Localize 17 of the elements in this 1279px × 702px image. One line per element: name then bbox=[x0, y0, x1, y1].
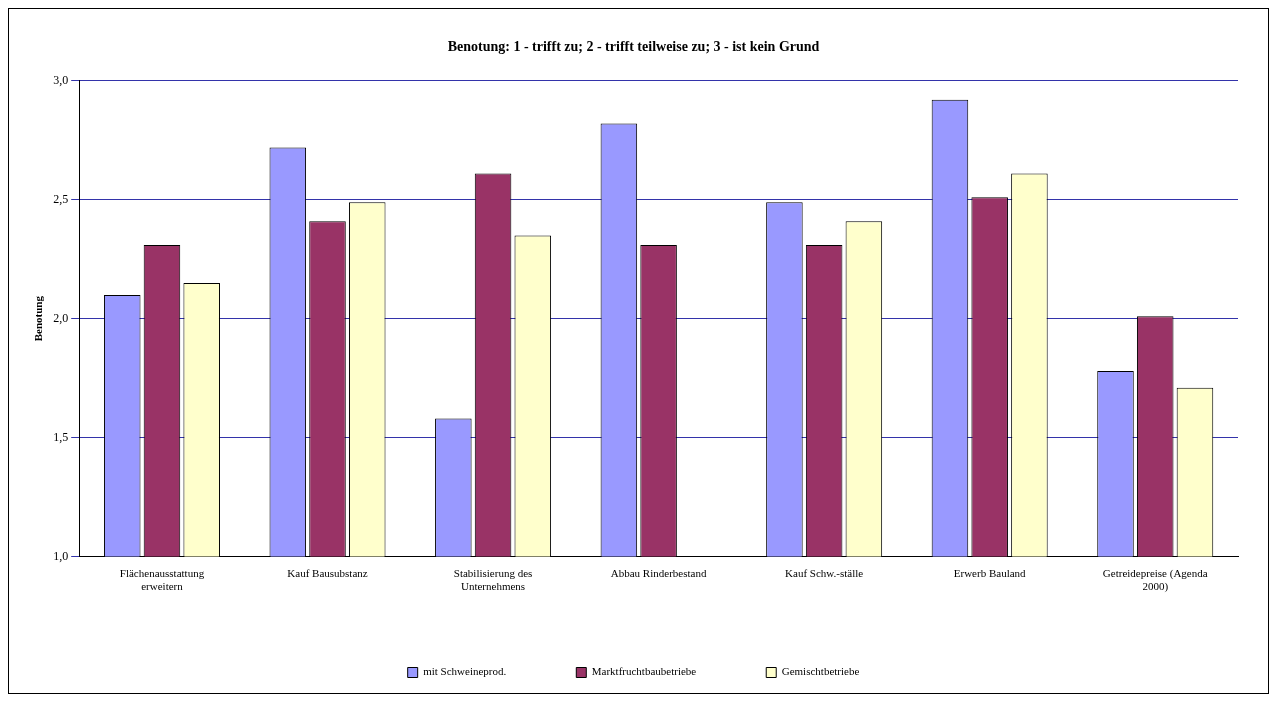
x-tick-label: Flächenausstattung erweitern bbox=[119, 567, 205, 593]
legend-label: Marktfruchtbaubetriebe bbox=[591, 665, 697, 678]
x-tick-label: Kauf Schw.-ställe bbox=[785, 567, 864, 580]
x-tick-label: Erwerb Bauland bbox=[953, 567, 1027, 580]
chart-title: Benotung: 1 - trifft zu; 2 - trifft teilweise zu; 3 - ist kein Grund bbox=[447, 39, 820, 55]
y-axis-title: Benotung bbox=[32, 295, 45, 342]
x-tick-label: Abbau Rinderbestand bbox=[610, 567, 707, 580]
legend-label: mit Schweineprod. bbox=[423, 665, 507, 678]
y-tick-label: 3,0 bbox=[53, 72, 69, 87]
x-tick-label: Getreidepreise (Agenda 2000) bbox=[1102, 567, 1208, 594]
y-tick-label: 1,5 bbox=[53, 429, 69, 444]
x-tick-label: Stabilisierung des Unternehmens bbox=[453, 567, 533, 593]
y-tick-label: 2,5 bbox=[53, 191, 69, 206]
legend-label: Gemischtbetriebe bbox=[781, 665, 860, 678]
x-tick-label: Kauf Bausubstanz bbox=[287, 567, 368, 580]
y-tick-label: 1,0 bbox=[53, 548, 69, 563]
y-tick-label: 2,0 bbox=[53, 310, 69, 325]
